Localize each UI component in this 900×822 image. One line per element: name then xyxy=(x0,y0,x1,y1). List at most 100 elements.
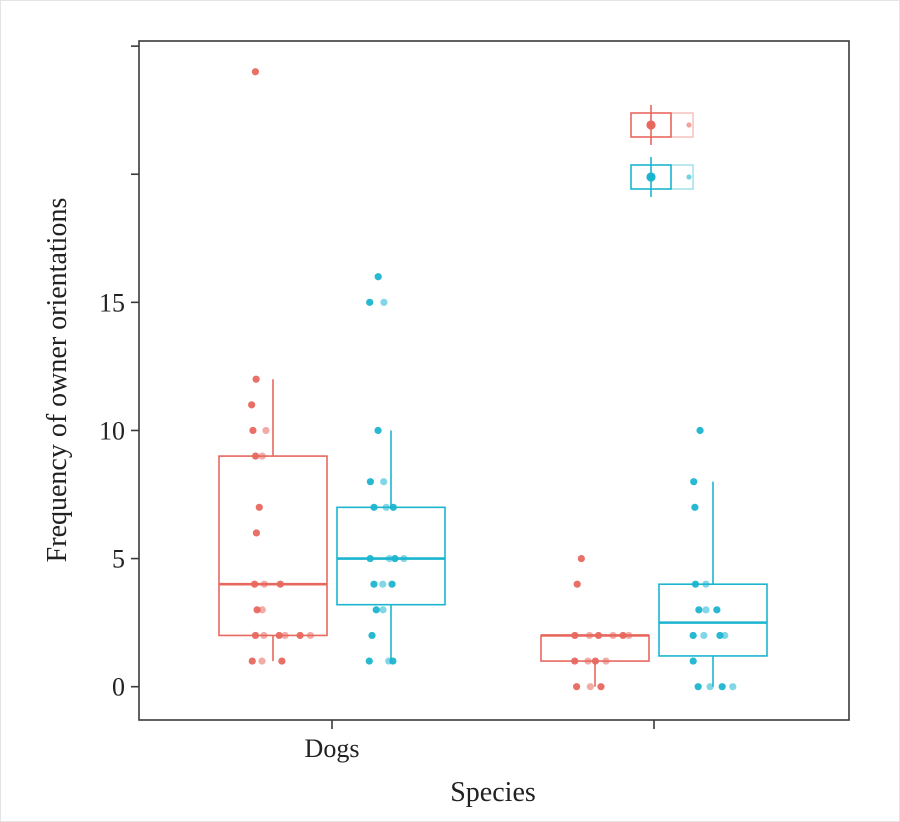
legend-key xyxy=(630,157,694,197)
data-point xyxy=(713,606,721,614)
y-tick-label: 15 xyxy=(99,288,125,317)
data-point xyxy=(278,657,286,665)
data-point xyxy=(609,631,617,640)
x-tick-label: Dogs xyxy=(305,734,360,763)
data-point xyxy=(255,503,263,511)
data-point xyxy=(584,657,592,665)
data-point xyxy=(251,452,260,460)
box xyxy=(218,379,328,662)
data-point xyxy=(372,606,380,614)
data-point xyxy=(368,631,376,640)
data-point xyxy=(619,631,627,640)
data-point xyxy=(389,657,397,665)
box-iqr xyxy=(658,583,768,657)
data-point xyxy=(306,631,314,640)
data-point xyxy=(379,580,387,588)
data-point xyxy=(249,426,257,435)
data-point xyxy=(370,580,378,588)
data-point xyxy=(260,631,268,640)
data-point xyxy=(594,631,603,640)
data-point xyxy=(571,631,579,640)
data-point xyxy=(571,657,579,665)
x-axis: Dogs xyxy=(305,720,655,763)
box xyxy=(658,481,768,687)
data-point xyxy=(702,606,710,614)
data-point xyxy=(696,426,704,435)
y-axis: 0 5 10 15 xyxy=(99,45,139,702)
data-point xyxy=(700,631,708,640)
plot-area-frame xyxy=(138,40,850,721)
data-point xyxy=(275,631,283,640)
legend-key-point-faded xyxy=(686,174,692,180)
data-point xyxy=(691,580,700,588)
x-axis-title: Species xyxy=(450,777,536,808)
data-point xyxy=(689,631,697,640)
points-layer xyxy=(248,68,737,691)
data-point xyxy=(258,657,266,665)
box-iqr xyxy=(218,455,328,637)
data-point xyxy=(258,606,266,614)
data-point xyxy=(690,478,698,486)
data-point xyxy=(729,683,737,691)
data-point xyxy=(374,273,382,281)
legend-key-point xyxy=(646,120,656,130)
data-point xyxy=(296,631,304,640)
data-point xyxy=(385,554,393,563)
data-point xyxy=(718,683,726,691)
data-point xyxy=(586,683,594,691)
data-point xyxy=(602,657,610,665)
data-point xyxy=(366,298,374,306)
data-point xyxy=(253,606,261,614)
data-point xyxy=(585,631,594,640)
data-point xyxy=(694,683,702,691)
legend-key-point xyxy=(646,172,656,182)
box-iqr xyxy=(540,634,650,662)
data-point xyxy=(380,478,388,486)
data-point xyxy=(382,503,390,511)
boxes-layer xyxy=(218,379,768,687)
data-point xyxy=(380,298,388,306)
data-point xyxy=(379,606,387,614)
data-point xyxy=(625,631,633,640)
data-point xyxy=(691,503,699,511)
data-point xyxy=(573,683,581,691)
data-point xyxy=(252,529,260,537)
legend-key-box-faded xyxy=(670,112,694,138)
data-point xyxy=(276,580,284,588)
legend xyxy=(630,105,694,197)
data-point xyxy=(695,606,703,614)
data-point xyxy=(573,580,581,588)
data-point xyxy=(706,683,714,691)
data-point xyxy=(252,375,260,383)
data-point xyxy=(251,631,260,640)
box xyxy=(336,430,446,662)
y-tick-label: 10 xyxy=(99,416,125,445)
data-point xyxy=(262,426,270,435)
y-axis-title: Frequency of owner orientations xyxy=(42,198,73,563)
data-point xyxy=(721,631,729,640)
legend-key xyxy=(630,105,694,145)
data-point xyxy=(251,68,260,76)
data-point xyxy=(260,580,268,588)
data-point xyxy=(248,401,256,409)
y-tick-label: 5 xyxy=(112,545,125,574)
data-point xyxy=(577,554,585,563)
data-point xyxy=(366,478,374,486)
data-point xyxy=(400,554,408,563)
data-point xyxy=(374,426,382,435)
data-point xyxy=(388,580,396,588)
legend-key-point-faded xyxy=(686,122,692,128)
data-point xyxy=(248,657,256,665)
legend-key-box-faded xyxy=(670,164,694,190)
data-point xyxy=(389,503,397,511)
data-point xyxy=(689,657,697,665)
data-point xyxy=(702,580,710,588)
data-point xyxy=(365,657,373,665)
data-point xyxy=(366,554,374,563)
data-point xyxy=(370,503,378,511)
data-point xyxy=(591,657,600,665)
data-point xyxy=(258,452,266,460)
data-point xyxy=(391,554,399,563)
data-point xyxy=(251,580,259,588)
